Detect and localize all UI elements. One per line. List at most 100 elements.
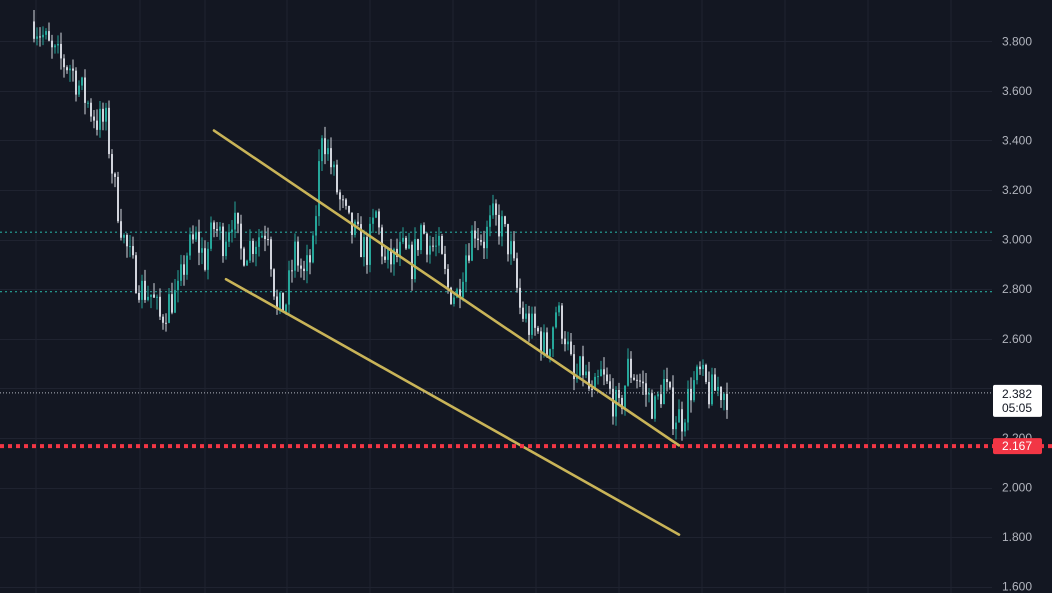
price-axis[interactable]: 3.8003.6003.4003.2003.0002.8002.6002.200… <box>1002 34 1032 593</box>
candle-body <box>303 268 305 272</box>
candle-body <box>78 85 80 95</box>
candle-body <box>537 327 539 332</box>
candle-body <box>405 237 407 249</box>
candle-body <box>480 240 482 242</box>
y-tick-label: 3.000 <box>1002 233 1032 247</box>
current-price-value: 2.382 <box>1002 387 1032 401</box>
candle-body <box>558 305 560 313</box>
candle-body <box>348 205 350 213</box>
candle-body <box>564 338 566 345</box>
y-tick-label: 3.200 <box>1002 183 1032 197</box>
candle-body <box>456 289 458 298</box>
candle-body <box>297 241 299 266</box>
candle-body <box>192 234 194 240</box>
candle-body <box>159 296 161 317</box>
candle-body <box>513 241 515 259</box>
candle-body <box>240 223 242 249</box>
candle-body <box>129 246 131 248</box>
candle-body <box>354 221 356 235</box>
candle-body <box>552 327 554 350</box>
candle-body <box>657 394 659 397</box>
candle-body <box>33 21 35 39</box>
candle-body <box>585 371 587 376</box>
candle-body <box>717 386 719 391</box>
candle-body <box>705 364 707 382</box>
candle-body <box>504 216 506 225</box>
candle-body <box>255 246 257 254</box>
candle-body <box>423 225 425 234</box>
candle-body <box>471 230 473 261</box>
candle-body <box>168 294 170 323</box>
candle-body <box>522 307 524 319</box>
candle-body <box>399 241 401 257</box>
candle-body <box>282 292 284 313</box>
candle-body <box>375 211 377 218</box>
candle-body <box>207 248 209 270</box>
candle-body <box>66 67 68 71</box>
candle-body <box>636 379 638 381</box>
candle-body <box>336 164 338 193</box>
candle-body <box>567 341 569 345</box>
candle-body <box>693 380 695 401</box>
candle-body <box>534 313 536 328</box>
candle-body <box>156 296 158 298</box>
candle-body <box>264 235 266 240</box>
trendline-upper-channel[interactable] <box>212 129 681 447</box>
chart-grid <box>0 0 992 593</box>
candle-body <box>42 34 44 38</box>
candle-body <box>621 397 623 409</box>
candle-body <box>111 154 113 174</box>
candle-body <box>75 70 77 95</box>
trendline-lower-channel[interactable] <box>224 277 681 536</box>
candle-body <box>561 305 563 339</box>
candle-body <box>384 256 386 260</box>
candle-body <box>387 248 389 260</box>
candle-body <box>105 107 107 122</box>
candle-body <box>228 232 230 242</box>
candle-body <box>438 235 440 246</box>
candle-body <box>234 212 236 230</box>
candle-body <box>327 148 329 155</box>
candle-body <box>300 265 302 269</box>
alert-price-value: 2.167 <box>1002 439 1032 453</box>
candle-body <box>444 253 446 269</box>
candle-body <box>720 386 722 401</box>
candle-body <box>624 385 626 409</box>
candle-body <box>627 358 629 386</box>
candle-body <box>330 148 332 168</box>
candle-body <box>723 393 725 401</box>
y-tick-label: 2.800 <box>1002 282 1032 296</box>
candle-body <box>312 235 314 263</box>
candle-body <box>177 280 179 291</box>
candle-body <box>90 102 92 117</box>
candle-body <box>393 248 395 265</box>
candle-body <box>726 393 728 410</box>
candle-body <box>630 358 632 378</box>
candle-body <box>357 221 359 225</box>
candle-body <box>645 383 647 395</box>
candle-body <box>429 245 431 255</box>
alert-price-tag <box>993 438 1042 455</box>
candle-body <box>237 212 239 224</box>
trendlines[interactable] <box>212 129 681 536</box>
candle-body <box>528 313 530 335</box>
candle-body <box>663 379 665 405</box>
candle-body <box>369 223 371 265</box>
candle-body <box>465 255 467 282</box>
candle-body <box>246 260 248 266</box>
candle-body <box>294 241 296 271</box>
candle-body <box>288 270 290 305</box>
candle-body <box>249 240 251 261</box>
candle-body <box>96 120 98 130</box>
candle-body <box>162 316 164 323</box>
candle-body <box>450 287 452 304</box>
candle-body <box>258 237 260 247</box>
candle-body <box>339 192 341 200</box>
candle-body <box>195 231 197 240</box>
candle-body <box>261 235 263 238</box>
candle-body <box>141 280 143 300</box>
candle-body <box>72 68 74 71</box>
candle-body <box>519 287 521 308</box>
candle-body <box>618 389 620 398</box>
